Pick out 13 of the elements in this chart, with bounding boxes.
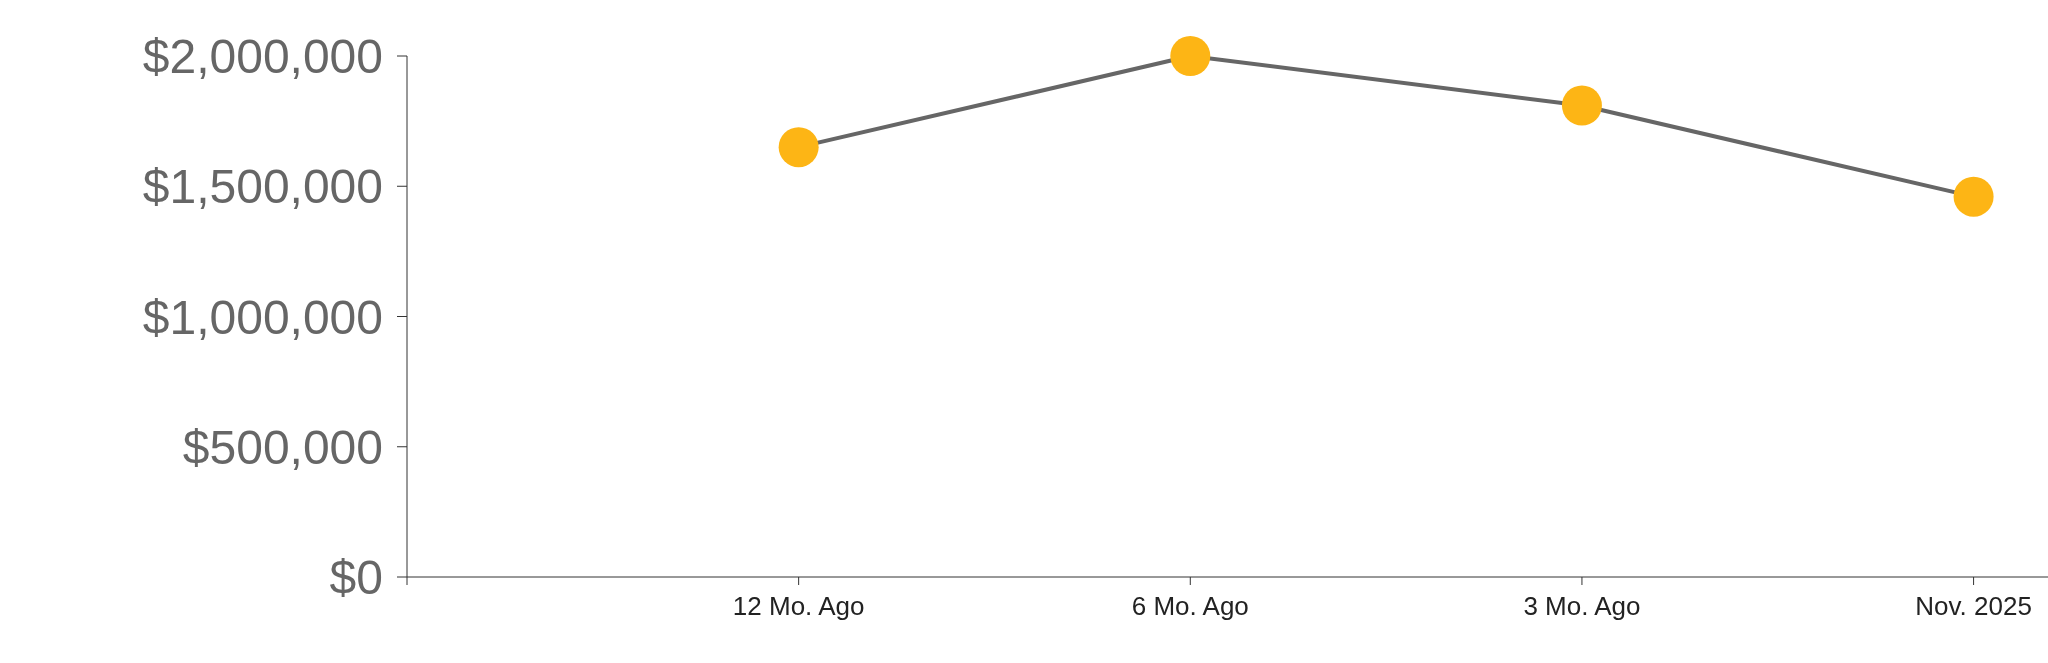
- x-tick-label: Nov. 2025: [1915, 591, 2032, 622]
- point: [1953, 176, 1994, 217]
- x-tick-label: 12 Mo. Ago: [732, 591, 865, 622]
- y-tick-label: $2,000,000: [142, 30, 383, 84]
- x-tick-label: 6 Mo. Ago: [1131, 591, 1249, 622]
- y-tick-label: $500,000: [182, 420, 383, 474]
- point: [778, 127, 819, 168]
- y-tick-label: $1,500,000: [142, 160, 383, 214]
- y-tick-label: $0: [329, 551, 383, 605]
- point: [1561, 85, 1602, 126]
- x-tick-label: 3 Mo. Ago: [1523, 591, 1641, 622]
- y-tick-label: $1,000,000: [142, 290, 383, 344]
- point: [1170, 36, 1211, 76]
